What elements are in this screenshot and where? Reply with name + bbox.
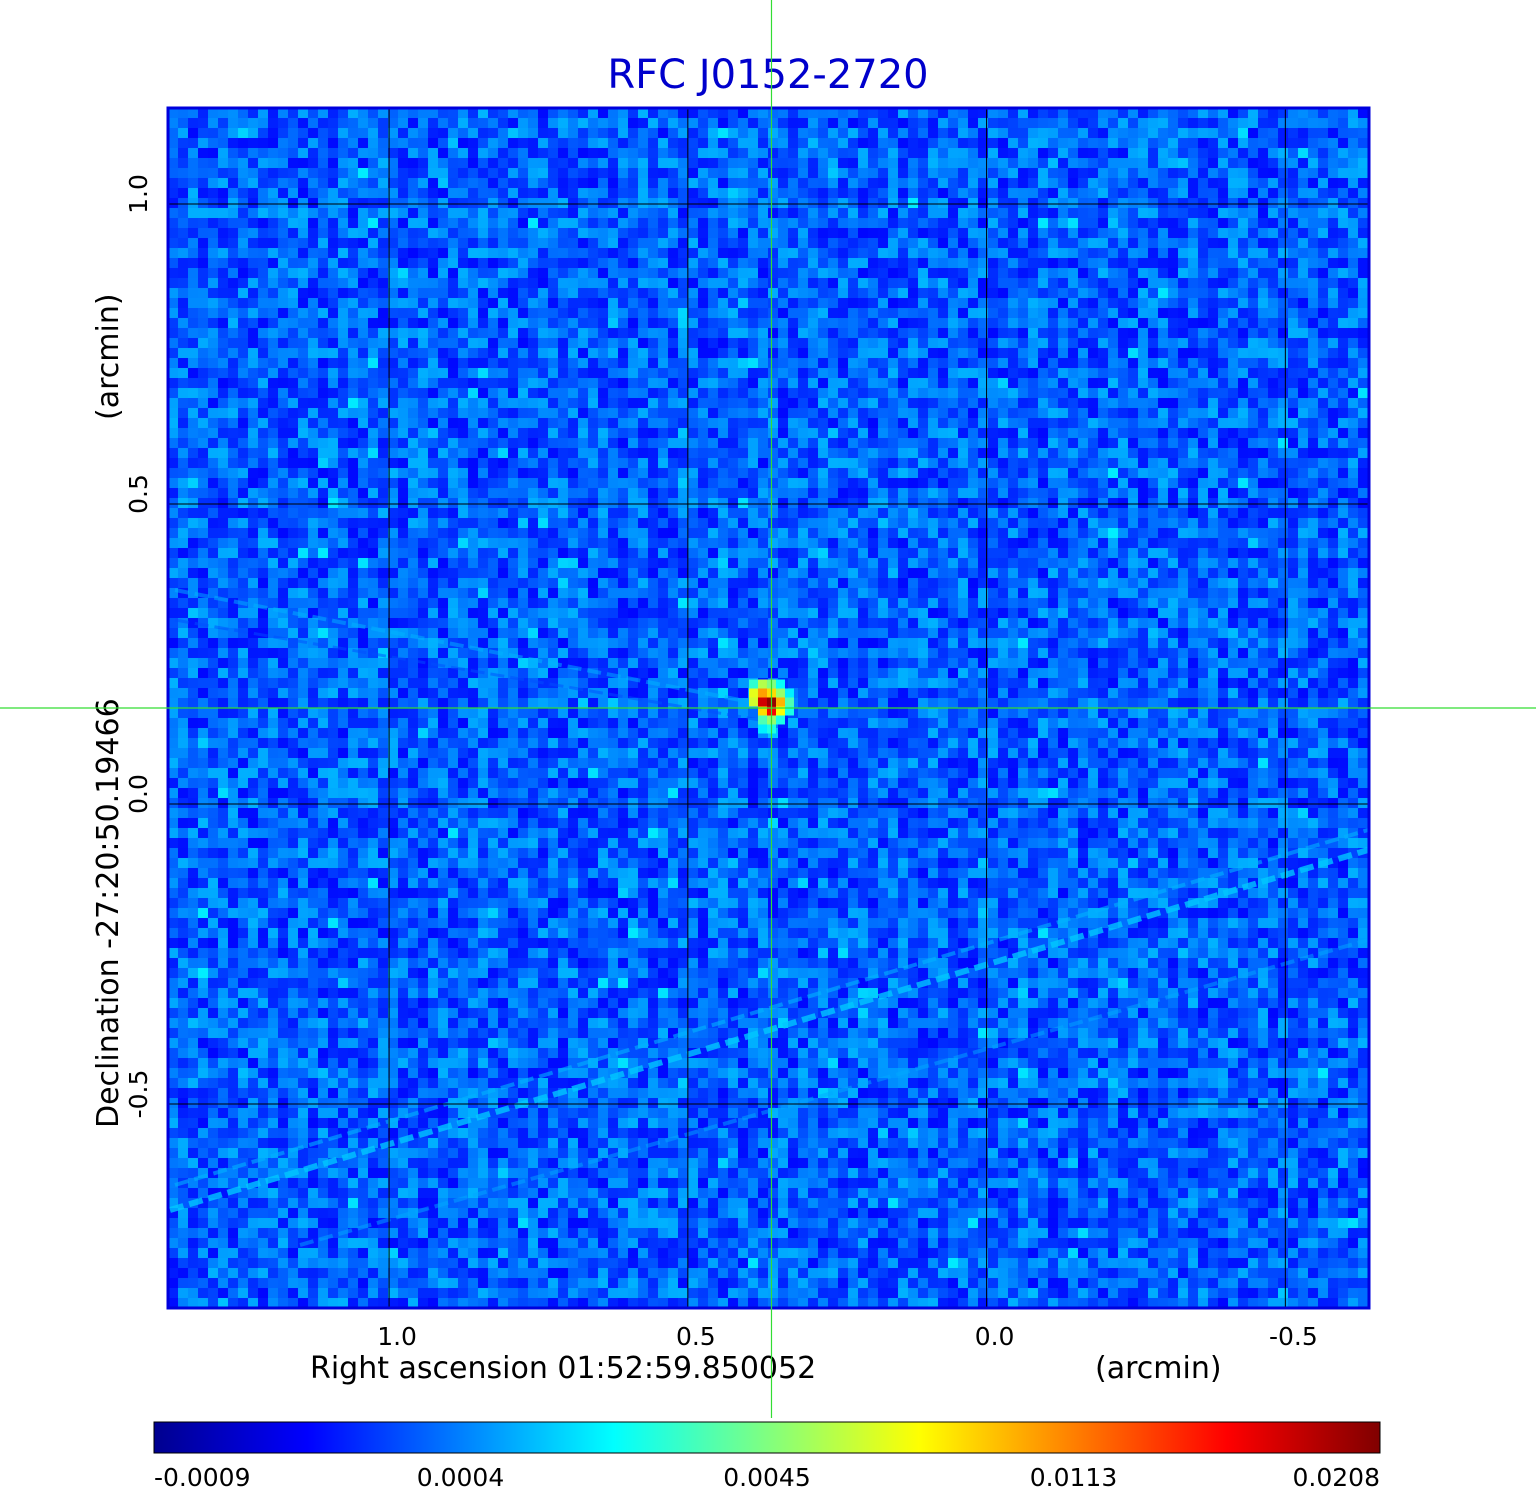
y-tick-label: 0.0 xyxy=(124,774,153,814)
y-tick-label: -0.5 xyxy=(124,1070,153,1119)
x-axis-unit: (arcmin) xyxy=(1095,1351,1222,1386)
colorbar xyxy=(153,1421,1381,1454)
y-tick-label: 0.5 xyxy=(124,474,153,514)
x-tick-labels: 1.0 0.5 0.0 -0.5 xyxy=(377,1322,1318,1351)
heatmap-pixels xyxy=(168,108,1369,1308)
colorbar-tick-label: 0.0004 xyxy=(417,1463,504,1492)
x-tick-label: -0.5 xyxy=(1269,1322,1318,1351)
y-axis-unit: (arcmin) xyxy=(91,293,126,420)
crosshair xyxy=(0,0,1536,1418)
colorbar-tick-label: -0.0009 xyxy=(154,1463,251,1492)
y-axis-label: Declination -27:20:50.19466 xyxy=(91,698,126,1128)
x-tick-label: 0.0 xyxy=(975,1322,1015,1351)
colorbar-tick-label: 0.0045 xyxy=(723,1463,810,1492)
x-axis-label: Right ascension 01:52:59.850052 xyxy=(310,1351,816,1386)
x-tick-label: 0.5 xyxy=(676,1322,716,1351)
colorbar-tick-label: 0.0113 xyxy=(1030,1463,1117,1492)
chart-title: RFC J0152-2720 xyxy=(607,52,928,98)
grid-lines xyxy=(168,108,1369,1308)
colorbar-tick-labels: -0.0009 0.0004 0.0045 0.0113 0.0208 xyxy=(154,1463,1380,1492)
y-tick-labels: 1.0 0.5 0.0 -0.5 xyxy=(124,174,153,1118)
y-tick-label: 1.0 xyxy=(124,174,153,214)
plot-area xyxy=(166,106,1371,1310)
colorbar-tick-label: 0.0208 xyxy=(1293,1463,1380,1492)
x-tick-label: 1.0 xyxy=(377,1322,417,1351)
